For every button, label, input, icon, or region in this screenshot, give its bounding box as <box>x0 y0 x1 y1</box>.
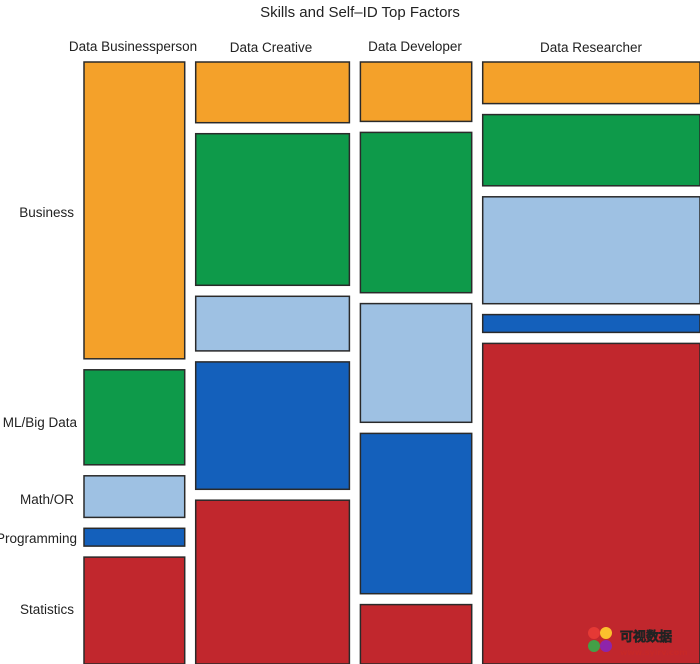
tile-data-creative-programming <box>194 361 351 491</box>
tile-data-developer-business <box>359 61 473 123</box>
column-label-data-researcher: Data Researcher <box>540 40 643 55</box>
tile-data-developer-statistics <box>359 603 473 664</box>
row-label-math-or: Math/OR <box>20 492 74 507</box>
tile-data-creative-statistics <box>194 499 351 664</box>
tile-data-developer-math-or <box>359 302 473 424</box>
row-label-business: Business <box>19 205 74 220</box>
tile-data-developer-ml-big-data <box>359 131 473 294</box>
column-label-data-creative: Data Creative <box>230 40 313 55</box>
tile-data-businessperson-business <box>83 61 186 360</box>
tile-data-creative-business <box>194 61 351 124</box>
tile-data-businessperson-ml-big-data <box>83 369 186 466</box>
column-label-data-developer: Data Developer <box>368 39 462 54</box>
row-label-programming: Programming <box>0 531 77 546</box>
tile-data-developer-programming <box>359 432 473 595</box>
row-label-ml-big-data: ML/Big Data <box>3 415 78 430</box>
watermark-subtext: www.sylrv.com <box>620 648 688 657</box>
row-label-statistics: Statistics <box>20 602 74 617</box>
tile-data-researcher-statistics <box>481 342 700 664</box>
watermark-logo: 可视数据 www.sylrv.com <box>588 627 688 657</box>
tile-data-businessperson-statistics <box>83 556 186 664</box>
tile-data-researcher-math-or <box>481 196 700 305</box>
chart-title: Skills and Self–ID Top Factors <box>260 4 460 21</box>
column-label-data-businessperson: Data Businessperson <box>69 39 197 54</box>
mosaic-tiles <box>83 61 700 664</box>
tile-data-researcher-ml-big-data <box>481 113 700 187</box>
tile-data-businessperson-math-or <box>83 475 186 519</box>
tile-data-creative-math-or <box>194 295 351 352</box>
tile-data-researcher-programming <box>481 313 700 334</box>
tile-data-creative-ml-big-data <box>194 132 351 287</box>
watermark-text: 可视数据 <box>620 629 672 645</box>
tile-data-researcher-business <box>481 61 700 105</box>
tile-data-businessperson-programming <box>83 527 186 547</box>
